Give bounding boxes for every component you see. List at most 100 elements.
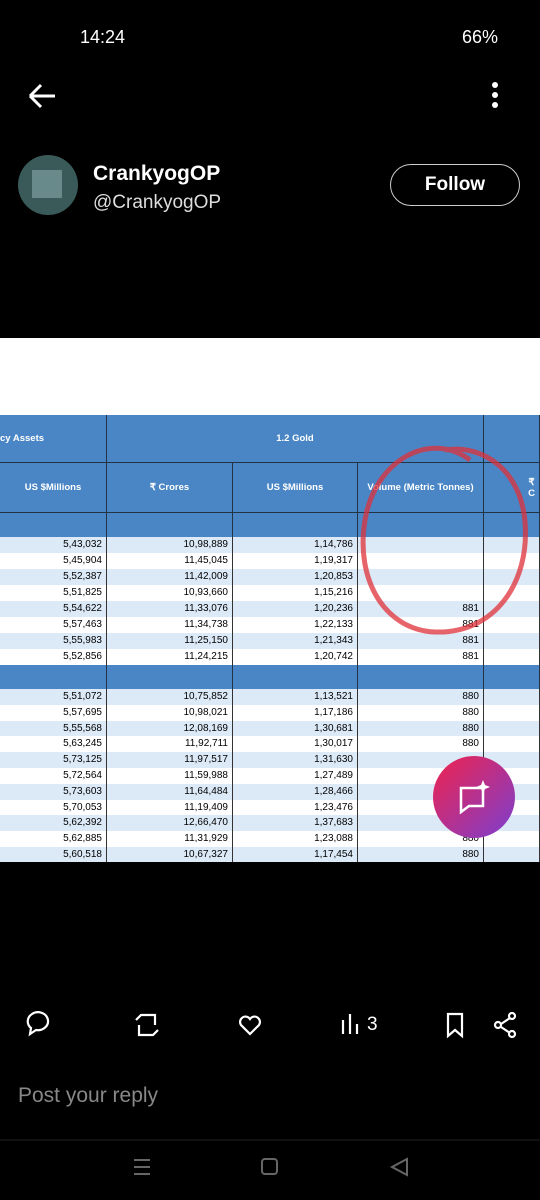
group-band	[233, 665, 358, 689]
table-cell: 1,28,466	[233, 783, 358, 800]
table-cell: 5,54,622	[0, 601, 107, 617]
follow-button[interactable]: Follow	[390, 164, 520, 206]
header-cell: 1.2 Gold	[107, 415, 484, 463]
table-cell: 880	[358, 689, 484, 705]
table-cell: 11,19,409	[107, 799, 233, 816]
table-cell: 5,51,825	[0, 585, 107, 601]
table-cell: 5,52,856	[0, 649, 107, 665]
table-cell: 881	[358, 633, 484, 649]
table-cell: 1,27,489	[233, 768, 358, 784]
table-cell: 12,08,169	[107, 720, 233, 737]
group-band	[358, 513, 484, 537]
table-cell: 1,15,216	[233, 585, 358, 601]
header-cell: US $Millions	[233, 463, 358, 513]
table-cell: 1,30,681	[233, 720, 358, 737]
empty-cell	[484, 720, 540, 737]
table-cell: 880	[358, 704, 484, 721]
empty-cell	[484, 847, 540, 862]
table-cell: 880	[358, 831, 484, 847]
group-band	[233, 513, 358, 537]
time: 14:24	[80, 27, 126, 47]
table-cell: 11,33,076	[107, 601, 233, 617]
table-cell: 5,73,125	[0, 752, 107, 768]
table-cell: 5,72,564	[0, 768, 107, 784]
battery: 66%	[462, 27, 499, 47]
table-cell: 5,57,695	[0, 704, 107, 721]
table-cell: 5,62,392	[0, 815, 107, 832]
table-cell: 10,98,021	[107, 704, 233, 721]
table-cell: 11,34,738	[107, 617, 233, 633]
empty-cell	[358, 537, 484, 553]
table-cell: 11,59,988	[107, 768, 233, 784]
views-count[interactable]: 3	[367, 1014, 378, 1035]
table-cell: 1,14,786	[233, 537, 358, 553]
table-cell: 1,37,683	[233, 815, 358, 832]
empty-cell	[358, 553, 484, 569]
table-cell: 5,45,904	[0, 553, 107, 569]
image-top	[0, 338, 540, 415]
group-band	[484, 665, 540, 689]
grok-fab[interactable]	[433, 756, 515, 838]
header-cell: cy Assets	[0, 415, 107, 463]
empty-cell	[484, 704, 540, 721]
table-cell: 881	[358, 649, 484, 665]
table-cell: 1,17,186	[233, 704, 358, 721]
table-cell: 5,51,072	[0, 689, 107, 705]
table-cell: 11,31,929	[107, 831, 233, 847]
table-cell: 5,73,603	[0, 783, 107, 800]
table-cell: 11,97,517	[107, 752, 233, 768]
image-table[interactable]: cy Assets 1.2 Gold US $Millions ₹ Crores US …	[0, 415, 540, 862]
table-cell: 1,31,630	[233, 752, 358, 768]
table-cell: 11,45,045	[107, 553, 233, 569]
header-cell	[484, 415, 540, 463]
table-cell: 5,60,518	[0, 847, 107, 862]
header-cell: US $Millions	[0, 463, 107, 513]
group-band	[358, 665, 484, 689]
table-cell: 1,17,454	[233, 847, 358, 862]
group-band	[484, 513, 540, 537]
header-cell: ₹ C	[484, 463, 540, 513]
group-band	[0, 665, 107, 689]
header-cell: ₹ Crores	[107, 463, 233, 513]
table-cell: 1,20,742	[233, 649, 358, 665]
author-handle[interactable]: @CrankyogOP	[93, 192, 222, 213]
table-cell: 1,19,317	[233, 553, 358, 569]
table-cell: 1,30,017	[233, 736, 358, 753]
table-cell: 11,92,711	[107, 736, 233, 753]
group-band	[107, 513, 233, 537]
table-cell: 1,23,088	[233, 831, 358, 847]
table-cell: 5,55,568	[0, 720, 107, 737]
header-cell: Volume (Metric Tonnes)	[358, 463, 484, 513]
table-cell: 5,43,032	[0, 537, 107, 553]
table-cell: 1,23,476	[233, 799, 358, 816]
table-cell: 880	[358, 847, 484, 862]
table-cell: 1,13,521	[233, 689, 358, 705]
table-cell: 11,42,009	[107, 569, 233, 585]
table-cell: 880	[358, 720, 484, 737]
table-cell: 5,70,053	[0, 799, 107, 816]
group-band	[107, 665, 233, 689]
group-band	[0, 513, 107, 537]
table-cell: 12,66,470	[107, 815, 233, 832]
table-cell: 1,21,343	[233, 633, 358, 649]
table-cell: 1,22,133	[233, 617, 358, 633]
table-cell: 11,64,484	[107, 783, 233, 800]
table-cell: 10,67,327	[107, 847, 233, 862]
table-cell: 5,62,885	[0, 831, 107, 847]
annotation-circle	[360, 445, 528, 635]
fab-icon	[459, 780, 490, 815]
empty-cell	[484, 736, 540, 753]
author-name[interactable]: CrankyogOP	[93, 162, 221, 185]
table-cell: 10,93,660	[107, 585, 233, 601]
table-cell: 5,52,387	[0, 569, 107, 585]
reply-input[interactable]: Post your reply	[18, 1084, 159, 1107]
table-cell: 5,55,983	[0, 633, 107, 649]
table-cell: 11,24,215	[107, 649, 233, 665]
table-cell: 1,20,236	[233, 601, 358, 617]
table-cell: 11,25,150	[107, 633, 233, 649]
table-cell: 5,57,463	[0, 617, 107, 633]
empty-cell	[484, 689, 540, 705]
empty-cell	[358, 569, 484, 585]
